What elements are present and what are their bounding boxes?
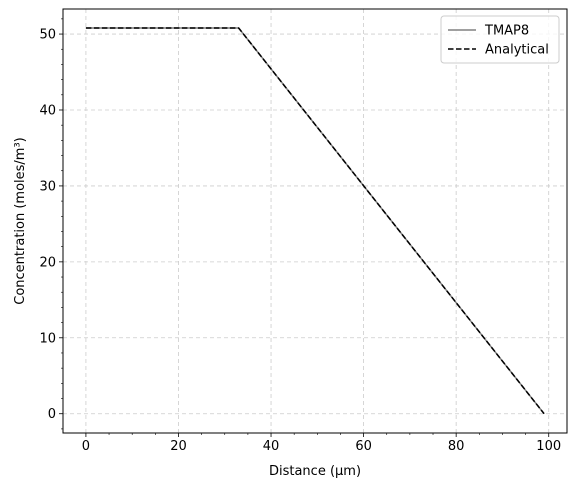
x-tick-label: 80 [448,439,465,454]
legend-label-analytical: Analytical [485,43,549,58]
series-line-tmap8 [86,28,544,414]
y-tick-label: 10 [39,331,56,346]
y-axis-label: Concentration (moles/m³) [13,137,28,305]
y-tick-label: 30 [39,179,56,194]
ticks: 0 20 40 60 80 100 0 10 20 30 40 50 [39,28,561,454]
y-tick-label: 20 [39,255,56,270]
series-line-analytical [86,28,544,414]
y-tick-label: 0 [48,407,56,422]
legend-label-tmap8: TMAP8 [484,24,529,39]
x-axis-label: Distance (μm) [269,464,361,479]
series [86,28,544,414]
grid [63,9,567,433]
x-tick-label: 60 [355,439,372,454]
legend: TMAP8 Analytical [441,16,559,63]
y-tick-label: 50 [39,28,56,43]
plot-frame [63,9,567,433]
x-tick-label: 0 [82,439,90,454]
y-tick-label: 40 [39,103,56,118]
x-tick-label: 40 [263,439,280,454]
x-tick-label: 100 [536,439,561,454]
x-tick-label: 20 [170,439,187,454]
